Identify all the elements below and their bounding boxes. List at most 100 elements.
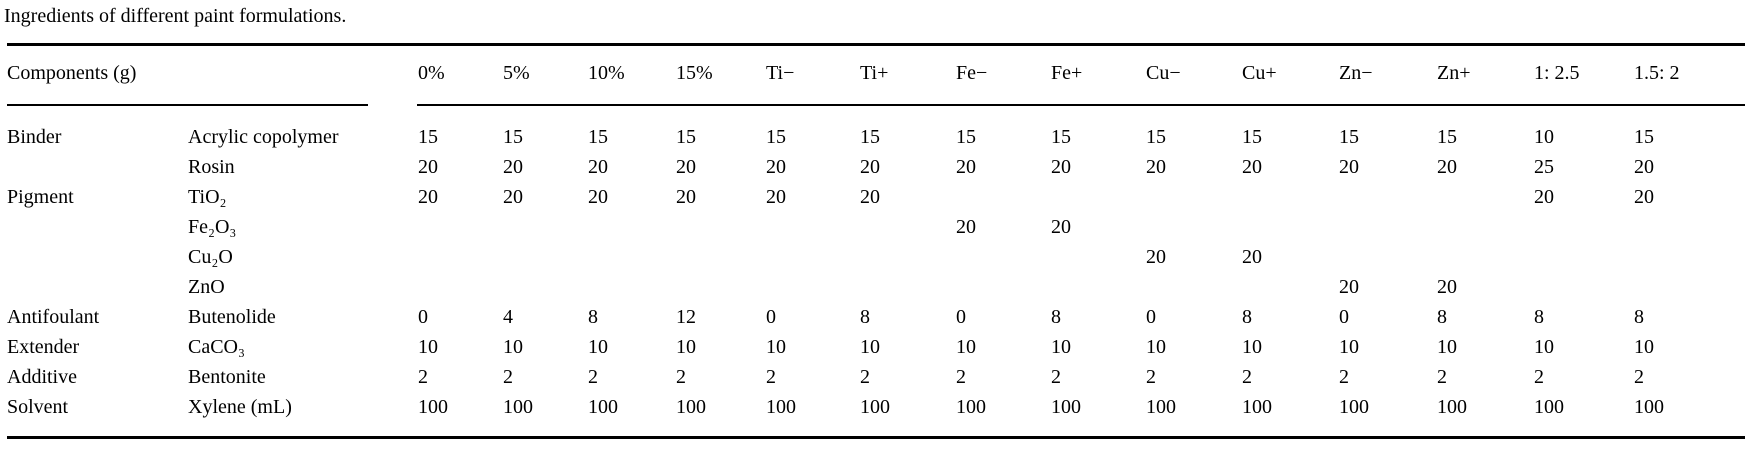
value-cell: 8	[1051, 306, 1061, 328]
value-cell	[676, 212, 766, 242]
column-header: 1.5: 2	[1634, 62, 1680, 84]
value-cell: 20	[766, 156, 786, 178]
value-cell: 20	[860, 186, 880, 208]
component-cell: ZnO	[188, 276, 225, 298]
value-cell	[766, 212, 860, 242]
value-cell	[1437, 242, 1534, 272]
category-cell	[7, 272, 188, 302]
value-cell	[1634, 272, 1745, 302]
column-header: Zn+	[1437, 62, 1471, 84]
value-cell: 20	[676, 156, 696, 178]
value-cell: 10	[860, 336, 880, 358]
table-row: Binder Acrylic copolymer 15 15 15 15 15 15 15 15 1…	[7, 122, 1745, 152]
value-cell	[766, 272, 860, 302]
value-cell: 2	[1534, 366, 1544, 388]
value-cell: 15	[1634, 126, 1654, 148]
table-row: Solvent Xylene (mL) 100 100 100 100 100 100 100 1…	[7, 392, 1745, 422]
value-cell: 20	[1051, 156, 1071, 178]
column-header: Fe−	[956, 62, 988, 84]
value-cell: 2	[1634, 366, 1644, 388]
value-cell: 20	[1242, 156, 1262, 178]
components-column-header: Components (g)	[7, 62, 137, 84]
value-cell: 100	[766, 396, 796, 418]
component-cell: Rosin	[188, 156, 235, 178]
table-row: Pigment TiO₂ 20 20 20 20 20 20 20 20	[7, 182, 1745, 212]
value-cell	[418, 242, 503, 272]
value-cell: 10	[588, 336, 608, 358]
value-cell	[1339, 242, 1437, 272]
value-cell: 20	[1437, 156, 1457, 178]
value-cell: 15	[766, 126, 786, 148]
category-cell: Pigment	[7, 186, 74, 208]
value-cell: 2	[676, 366, 686, 388]
value-cell: 8	[1242, 306, 1252, 328]
value-cell: 2	[503, 366, 513, 388]
value-cell: 2	[1051, 366, 1061, 388]
value-cell: 20	[418, 186, 438, 208]
value-cell	[1051, 182, 1146, 212]
value-cell: 10	[503, 336, 523, 358]
value-cell: 12	[676, 306, 696, 328]
value-cell: 20	[1146, 156, 1166, 178]
value-cell: 20	[588, 186, 608, 208]
ingredients-table: Components (g) 0% 5% 10% 15% Ti− Ti+ Fe− Fe+ Cu−…	[7, 43, 1745, 422]
table-row: Additive Bentonite 2 2 2 2 2 2 2 2 2 2 2 2 2 2	[7, 362, 1745, 392]
value-cell: 15	[1051, 126, 1071, 148]
component-cell: TiO₂	[188, 186, 227, 208]
value-cell	[1146, 212, 1242, 242]
value-cell: 2	[1146, 366, 1156, 388]
value-cell: 0	[766, 306, 776, 328]
value-cell: 10	[1534, 126, 1554, 148]
value-cell: 20	[588, 156, 608, 178]
value-cell: 20	[1242, 246, 1262, 268]
value-cell: 20	[418, 156, 438, 178]
category-cell: Additive	[7, 366, 77, 388]
table-bottom-rule	[7, 436, 1745, 439]
value-cell	[1051, 272, 1146, 302]
value-cell: 100	[956, 396, 986, 418]
value-cell	[860, 212, 956, 242]
component-cell: CaCO₃	[188, 336, 245, 358]
value-cell: 0	[1146, 306, 1156, 328]
value-cell	[1634, 212, 1745, 242]
value-cell: 15	[1242, 126, 1262, 148]
category-cell: Binder	[7, 126, 62, 148]
value-cell: 100	[1146, 396, 1176, 418]
value-cell: 20	[503, 156, 523, 178]
value-cell: 2	[1242, 366, 1252, 388]
table-top-rule	[7, 43, 1745, 46]
column-header: Zn−	[1339, 62, 1373, 84]
value-cell	[1634, 242, 1745, 272]
value-cell	[503, 272, 588, 302]
value-cell	[1437, 212, 1534, 242]
value-cell	[860, 272, 956, 302]
value-cell	[1534, 272, 1634, 302]
column-header: Ti+	[860, 62, 889, 84]
value-cell: 15	[956, 126, 976, 148]
column-header: Fe+	[1051, 62, 1083, 84]
value-cell	[1437, 182, 1534, 212]
value-cell: 10	[1339, 336, 1359, 358]
value-cell: 2	[860, 366, 870, 388]
value-cell: 20	[1634, 186, 1654, 208]
table-caption: Ingredients of different paint formulati…	[4, 5, 347, 27]
value-cell: 10	[956, 336, 976, 358]
value-cell: 20	[956, 216, 976, 238]
component-cell: Xylene (mL)	[188, 396, 292, 418]
table-row: Cu₂O 20 20	[7, 242, 1745, 272]
value-cell: 15	[1339, 126, 1359, 148]
value-cell: 10	[1146, 336, 1166, 358]
value-cell: 8	[1534, 306, 1544, 328]
value-cell	[588, 272, 676, 302]
value-cell: 100	[1051, 396, 1081, 418]
column-header: 5%	[503, 62, 530, 84]
value-cell: 100	[676, 396, 706, 418]
value-cell: 15	[676, 126, 696, 148]
value-cell	[418, 212, 503, 242]
value-cell	[1339, 182, 1437, 212]
value-cell	[676, 242, 766, 272]
component-cell: Bentonite	[188, 366, 266, 388]
value-cell: 100	[1437, 396, 1467, 418]
value-cell: 100	[418, 396, 448, 418]
